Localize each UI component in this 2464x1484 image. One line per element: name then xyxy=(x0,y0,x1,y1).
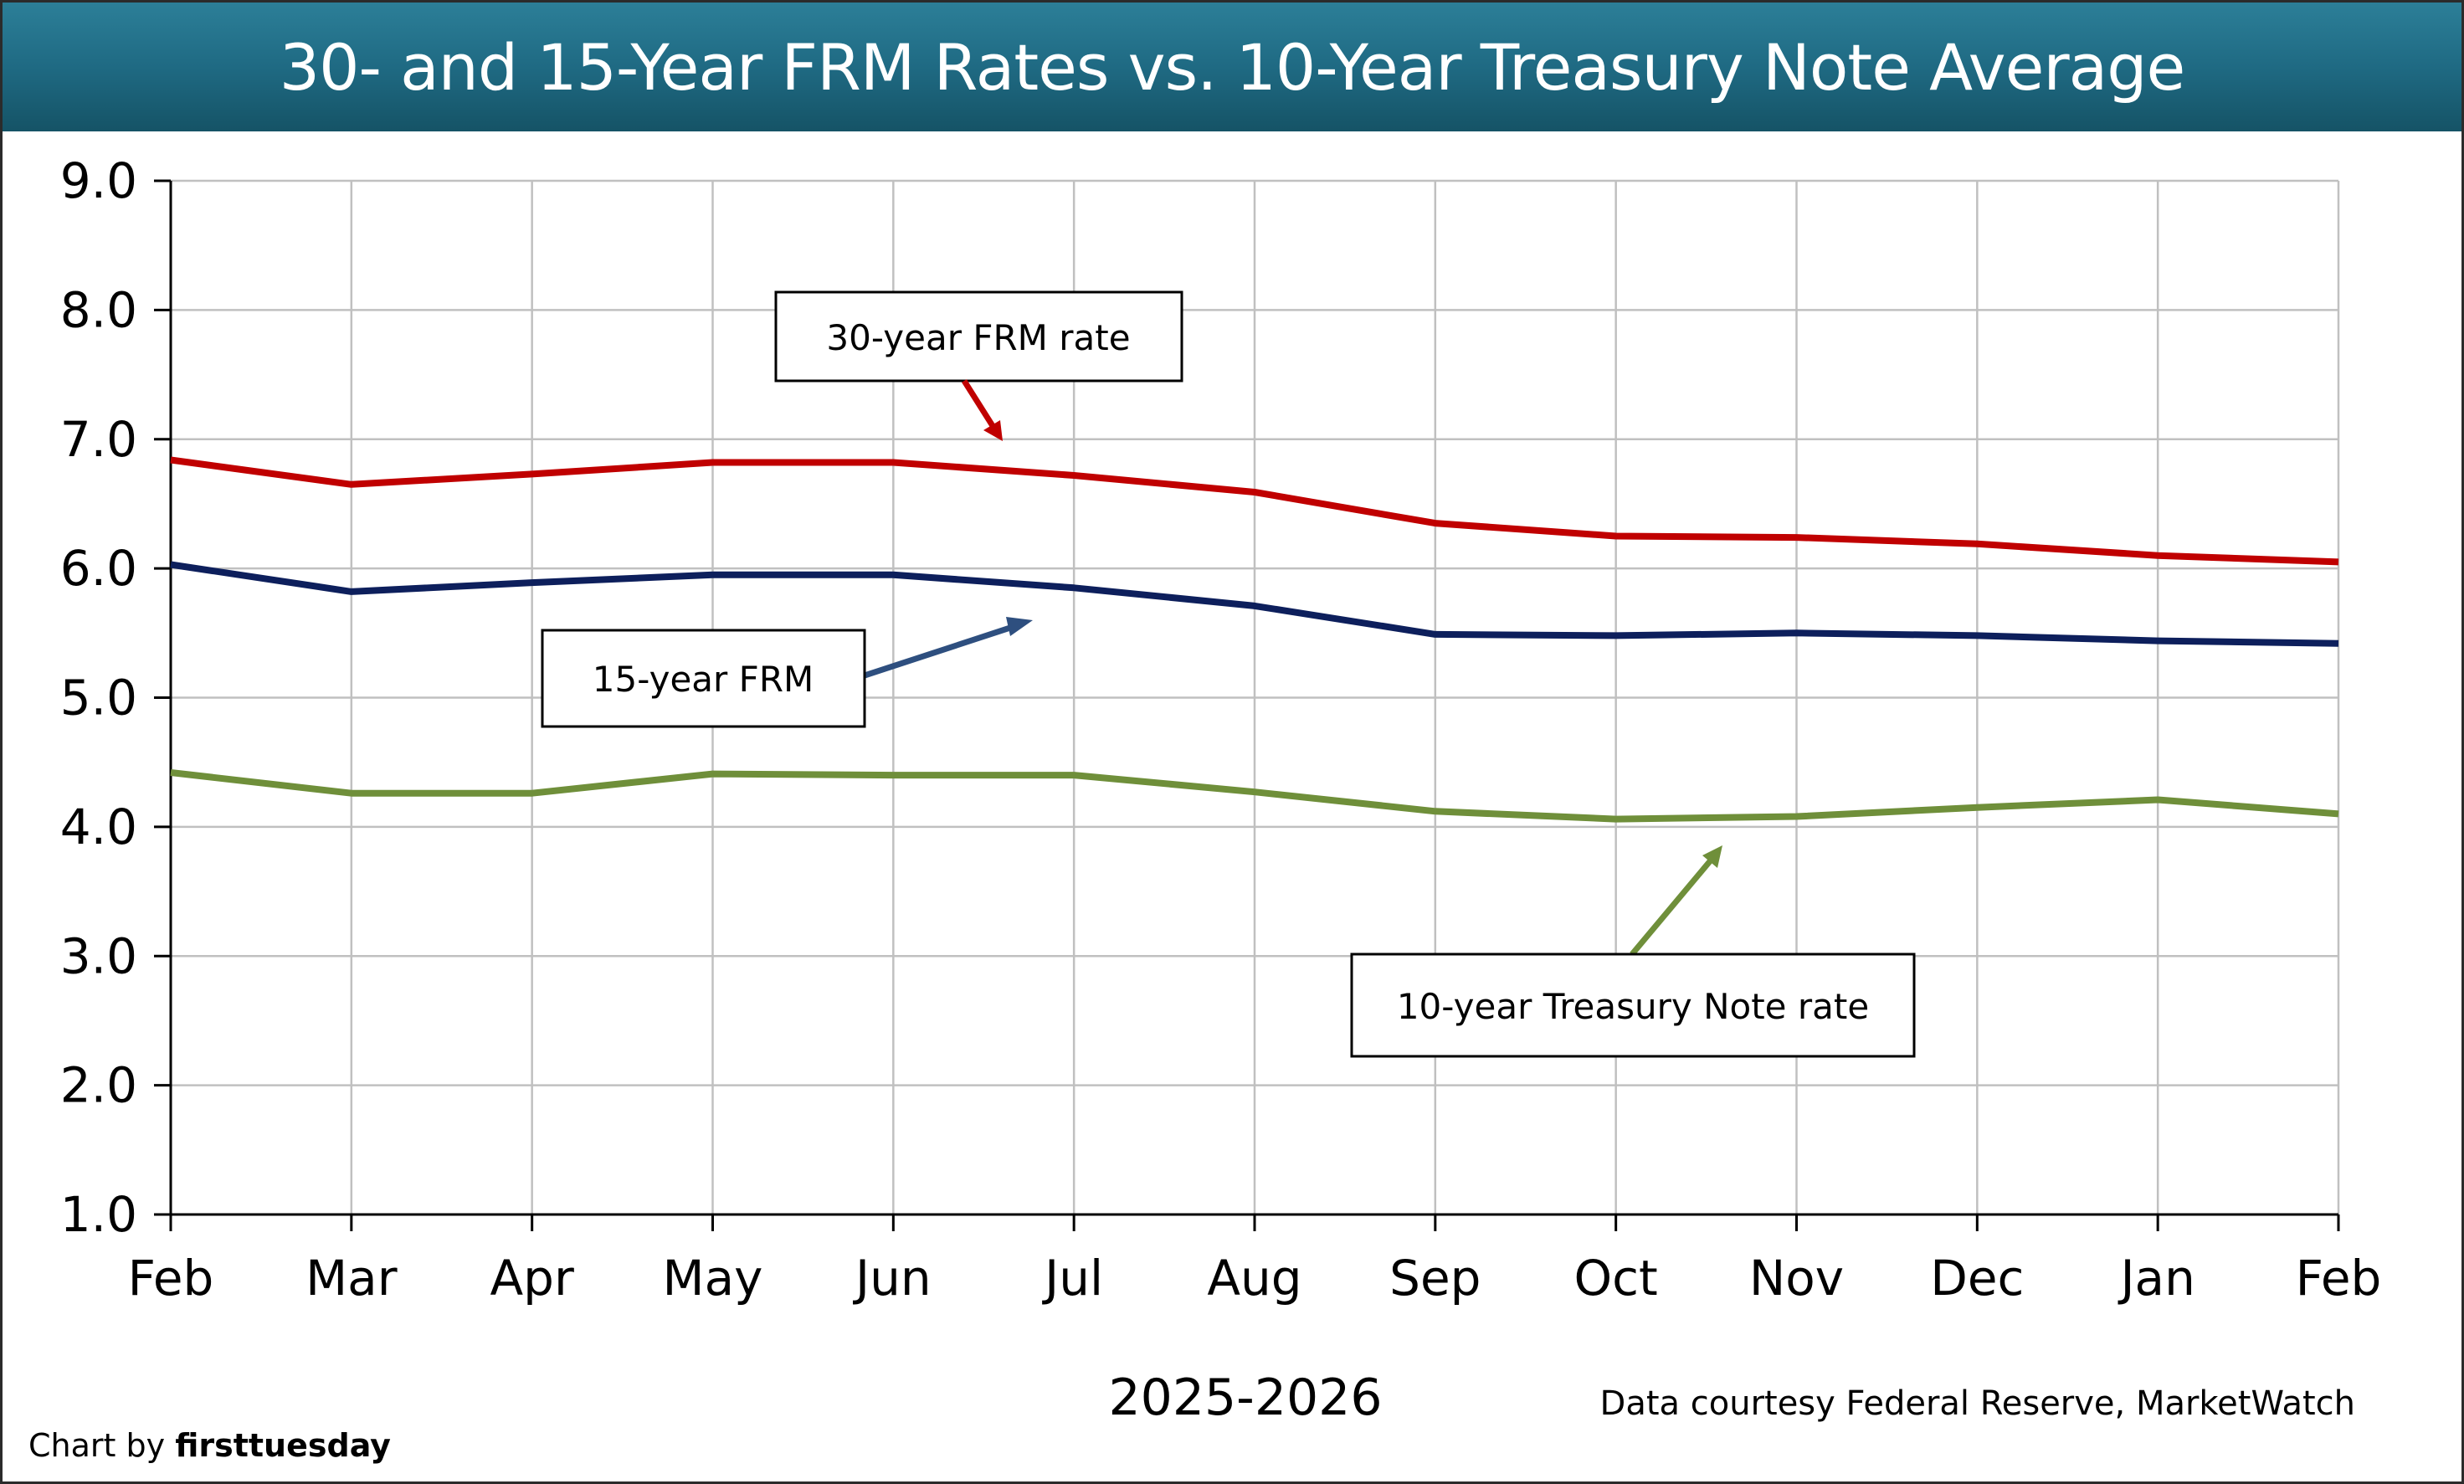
series-line-10-year-treasury xyxy=(170,769,2339,823)
y-tick-label: 6.0 xyxy=(60,540,137,597)
annotation-30-year-arrow xyxy=(962,379,997,430)
x-tick-label: Aug xyxy=(1207,1250,1301,1307)
axes xyxy=(154,179,2340,1231)
y-tick-labels: 1.0 2.0 3.0 4.0 5.0 6.0 7.0 8.0 9.0 xyxy=(60,152,137,1243)
annotation-treasury-arrow xyxy=(1630,859,1712,957)
x-tick-label: Sep xyxy=(1389,1250,1481,1307)
annotation-treasury: 10-year Treasury Note rate xyxy=(1350,845,1916,1058)
x-tick-labels: Feb Mar Apr May Jun Jul Aug Sep Oct Nov Dec Jan Feb xyxy=(128,1250,2382,1307)
y-tick-label: 5.0 xyxy=(60,670,137,727)
annotation-15-year-box xyxy=(541,629,866,728)
chart-credit: Chart by firsttuesday xyxy=(28,1427,391,1464)
x-tick-label: Feb xyxy=(2296,1250,2382,1307)
y-tick-label: 7.0 xyxy=(60,411,137,468)
y-tick-label: 2.0 xyxy=(60,1057,137,1114)
x-tick-label: Apr xyxy=(490,1250,573,1307)
chart-title: 30- and 15-Year FRM Rates vs. 10-Year Tr… xyxy=(279,29,2185,105)
x-tick-label: Jul xyxy=(1042,1250,1103,1307)
annotation-treasury-box xyxy=(1350,953,1916,1058)
annotation-30-year-box xyxy=(774,290,1183,383)
y-tick-label: 8.0 xyxy=(60,281,137,338)
series-line-15-year-frm xyxy=(170,561,2339,647)
x-tick-label: May xyxy=(663,1250,763,1307)
chart-credit-prefix: Chart by xyxy=(28,1427,175,1464)
x-tick-label: Jun xyxy=(853,1250,932,1307)
y-tick-label: 9.0 xyxy=(60,152,137,209)
series-line-30-year-frm xyxy=(170,456,2339,566)
annotation-30-year: 30-year FRM rate xyxy=(774,290,1183,441)
y-tick-label: 4.0 xyxy=(60,798,137,855)
annotation-treasury-arrowhead xyxy=(1702,845,1722,868)
x-tick-label: Feb xyxy=(128,1250,214,1307)
x-axis-label: 2025-2026 xyxy=(1108,1368,1382,1427)
x-tick-label: Jan xyxy=(2118,1250,2194,1307)
source-note: Data courtesy Federal Reserve, MarketWat… xyxy=(1600,1384,2355,1423)
x-tick-label: Oct xyxy=(1574,1250,1658,1307)
annotation-15-year: 15-year FRM xyxy=(541,617,1033,728)
annotation-30-year-arrowhead xyxy=(983,420,1003,441)
annotation-15-year-label: 15-year FRM xyxy=(593,659,814,700)
grid-lines xyxy=(171,179,2340,1214)
x-tick-label: Nov xyxy=(1749,1250,1844,1307)
annotation-15-year-arrow xyxy=(860,624,1014,680)
title-bar: 30- and 15-Year FRM Rates vs. 10-Year Tr… xyxy=(3,3,2461,131)
y-tick-label: 3.0 xyxy=(60,927,137,984)
chart-credit-brand: firsttuesday xyxy=(175,1427,391,1464)
x-tick-label: Mar xyxy=(305,1250,398,1307)
x-tick-label: Dec xyxy=(1930,1250,2024,1307)
annotation-30-year-label: 30-year FRM rate xyxy=(826,317,1130,358)
annotation-15-year-arrowhead xyxy=(1006,617,1033,636)
annotation-treasury-label: 10-year Treasury Note rate xyxy=(1397,986,1869,1027)
y-tick-label: 1.0 xyxy=(60,1186,137,1243)
series-lines xyxy=(170,456,2339,823)
